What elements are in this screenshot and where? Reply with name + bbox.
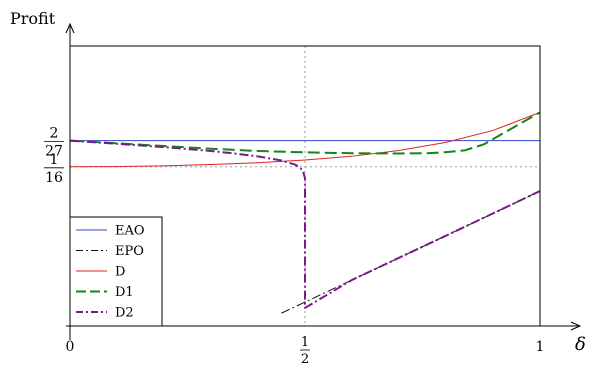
x-tick-label: 0: [66, 339, 75, 355]
series-lines: [70, 111, 540, 314]
legend-label-epo: EPO: [115, 244, 144, 259]
series-line-d2: [70, 139, 540, 309]
series-line-d1: [70, 111, 540, 155]
y-tick-numerator: 1: [50, 152, 59, 168]
x-axis-arrow: [570, 321, 582, 331]
y-axis-arrow: [65, 22, 75, 34]
x-tick-label: 12: [300, 335, 310, 367]
legend-label-eao: EAO: [115, 224, 145, 239]
y-tick-denominator: 27: [45, 144, 63, 160]
reference-lines: [70, 46, 540, 326]
legend: EAO EPO D D1 D2: [69, 216, 163, 327]
legend-label-d1: D1: [115, 285, 134, 300]
legend-label-d2: D2: [115, 306, 134, 321]
y-axis-label: Profit: [10, 9, 56, 28]
legend-label-d: D: [115, 265, 125, 280]
x-axis-label: δ: [575, 334, 586, 355]
y-tick-label: 227: [44, 126, 64, 160]
y-tick-denominator: 16: [45, 170, 63, 186]
x-tick-label: 1: [536, 339, 545, 355]
x-tick-numerator: 1: [301, 335, 309, 350]
y-tick-label: 116: [44, 152, 64, 186]
x-tick-denominator: 2: [301, 352, 309, 367]
y-tick-numerator: 2: [50, 126, 59, 142]
series-line-d: [70, 111, 540, 168]
